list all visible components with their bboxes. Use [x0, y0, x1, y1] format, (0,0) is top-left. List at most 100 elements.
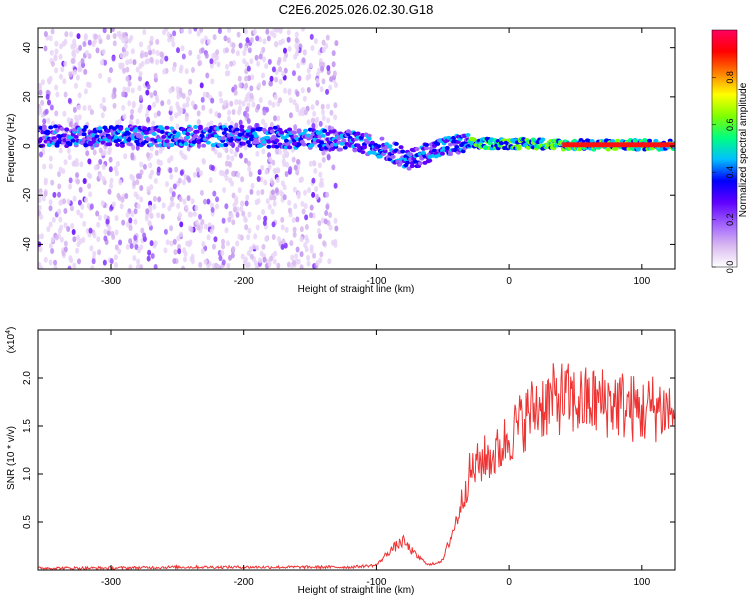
spectrogram-noise-point: [300, 87, 305, 94]
spectrogram-noise-point: [88, 173, 93, 180]
spectrogram-ridge-point: [420, 150, 426, 155]
spectrogram-noise-point: [331, 61, 336, 68]
spectrogram-noise-point: [321, 114, 326, 121]
spectrogram-ridge-point: [366, 133, 372, 138]
spectrogram-noise-point: [321, 47, 326, 54]
spectrogram-noise-point: [107, 225, 112, 232]
spectrogram-noise-point: [137, 107, 142, 114]
spectrogram-ridge-point: [54, 143, 60, 148]
spectrogram-noise-point: [107, 188, 112, 195]
spectrogram-noise-point: [296, 62, 301, 69]
spectrogram-noise-point: [216, 61, 221, 68]
spectrogram-noise-point: [319, 251, 324, 258]
spectrogram-noise-point: [331, 164, 336, 171]
spectrogram-noise-point: [130, 87, 135, 94]
spectrogram-noise-point: [176, 93, 181, 100]
spectrogram-noise-point: [249, 85, 254, 92]
spectrogram-noise-point: [185, 101, 190, 108]
spectrogram-noise-point: [103, 59, 108, 66]
spectrogram-noise-point: [267, 203, 272, 210]
spectrogram-noise-point: [278, 66, 283, 73]
spectrogram-noise-point: [61, 250, 66, 257]
spectrogram-noise-point: [107, 149, 112, 156]
spectrogram-noise-point: [169, 240, 174, 247]
spectrogram-noise-point: [138, 71, 143, 78]
spectrogram-noise-point: [317, 67, 322, 74]
spectrogram-noise-point: [149, 56, 154, 63]
spectrogram-noise-point: [48, 155, 53, 162]
spectrogram-noise-point: [318, 233, 323, 240]
spectrogram-noise-point: [71, 229, 76, 236]
spectrogram-noise-point: [182, 256, 187, 263]
spectrogram-ridge-point: [409, 164, 415, 169]
colorbar-label: Normalized spectral amplitude: [738, 82, 749, 217]
spectrogram-noise-point: [166, 99, 171, 106]
spectrogram-noise-point: [292, 231, 297, 238]
spectrogram-noise-point: [313, 167, 318, 174]
spectrogram-noise-point: [63, 38, 68, 45]
spectrogram-noise-point: [148, 173, 153, 180]
spectrogram-noise-point: [273, 115, 278, 122]
spectrogram-ridge-point: [261, 139, 267, 144]
spectrogram-noise-point: [42, 118, 47, 125]
spectrogram-noise-point: [321, 78, 326, 85]
spectrogram-noise-point: [263, 179, 268, 186]
spectrogram-noise-point: [244, 224, 249, 231]
spectrogram-noise-point: [312, 252, 317, 259]
spectrogram-noise-point: [155, 49, 160, 56]
spectrogram-noise-point: [310, 117, 315, 124]
spectrogram-noise-point: [209, 202, 214, 209]
spectrogram-noise-point: [179, 231, 184, 238]
spectrogram-noise-point: [48, 35, 53, 42]
spectrogram-noise-point: [139, 244, 144, 251]
spectrogram-noise-point: [328, 224, 333, 231]
spectrogram-noise-point: [54, 234, 59, 241]
spectrogram-noise-point: [212, 34, 217, 41]
spectrogram-ridge-point: [303, 128, 309, 133]
spectrogram-noise-point: [262, 56, 267, 63]
spectrogram-ridge-point: [115, 142, 121, 147]
spectrogram-noise-point: [67, 154, 72, 161]
spectrogram-noise-point: [245, 112, 250, 119]
spectrogram-noise-point: [137, 173, 142, 180]
spectrogram-noise-point: [255, 244, 260, 251]
spectrogram-noise-point: [176, 104, 181, 111]
spectrogram-ridge-point: [272, 125, 278, 130]
spectrogram-noise-point: [242, 259, 247, 266]
spectrogram-noise-point: [92, 149, 97, 156]
spectrogram-noise-point: [198, 170, 203, 177]
spectrogram-ridge-point: [183, 141, 189, 146]
spectrogram-noise-point: [114, 244, 119, 251]
spectrogram-noise-point: [165, 239, 170, 246]
colorbar-tick-label: 0.8: [725, 71, 735, 84]
spectrogram-noise-point: [99, 59, 104, 66]
spectrogram-noise-point: [320, 65, 325, 72]
spectrogram-noise-point: [244, 75, 249, 82]
spectrogram-noise-point: [274, 41, 279, 48]
spectrogram-noise-point: [81, 237, 86, 244]
spectrogram-noise-point: [169, 115, 174, 122]
spectrogram-noise-point: [309, 204, 314, 211]
spectrogram-noise-point: [251, 243, 256, 250]
spectrogram-noise-point: [243, 157, 248, 164]
spectrogram-noise-point: [221, 238, 226, 245]
spectrogram-noise-point: [55, 91, 60, 98]
spectrogram-noise-point: [289, 240, 294, 247]
spectrogram-noise-point: [226, 154, 231, 161]
spectrogram-noise-point: [109, 182, 114, 189]
spectrogram-noise-point: [169, 173, 174, 180]
y-tick-label: 1.0: [22, 467, 33, 481]
spectrogram-noise-point: [66, 147, 71, 154]
spectrogram-noise-point: [240, 200, 245, 207]
spectrogram-noise-point: [327, 258, 332, 265]
spectrogram-noise-point: [153, 112, 158, 119]
spectrogram-noise-point: [272, 194, 277, 201]
spectrogram-noise-point: [145, 152, 150, 159]
spectrogram-ridge-layer: [38, 124, 675, 171]
spectrogram-noise-point: [54, 40, 59, 47]
spectrogram-noise-point: [328, 84, 333, 91]
y-tick-label: -20: [22, 188, 33, 203]
spectrogram-noise-point: [257, 169, 262, 176]
spectrogram-noise-point: [329, 109, 334, 116]
spectrogram-noise-point: [226, 115, 231, 122]
